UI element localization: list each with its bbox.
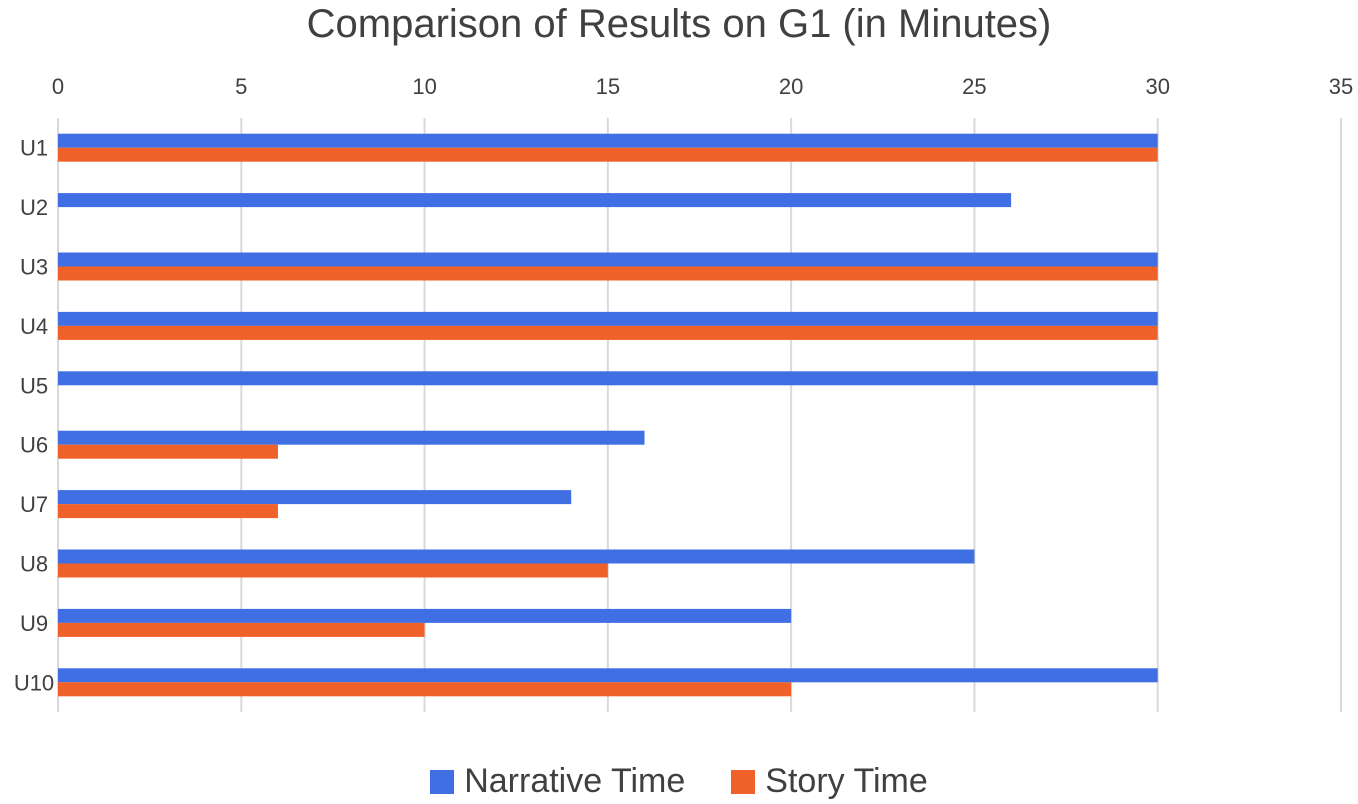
x-tick-label-20: 20 [779,74,803,99]
bar-narrative-time-u4 [58,311,1158,326]
bar-narrative-time-u2 [58,193,1012,208]
category-label-u2: U2 [20,195,48,220]
category-label-u4: U4 [20,314,48,339]
category-label-u10: U10 [14,670,54,695]
x-tick-label-10: 10 [412,74,436,99]
bar-narrative-time-u1 [58,133,1158,148]
legend-swatch-story-time [731,769,756,794]
bar-narrative-time-u6 [58,430,645,445]
legend-item-story-time: Story Time [731,762,928,801]
category-label-u9: U9 [20,611,48,636]
bar-narrative-time-u10 [58,668,1158,683]
y-axis-categories: U1 U2 U3 U4 U5 U6 U7 U8 U9 U10 [14,136,54,696]
category-label-u8: U8 [20,552,48,577]
bar-story-time-u9 [58,622,425,637]
bar-story-time-u7 [58,504,278,519]
category-label-u7: U7 [20,492,48,517]
legend-label-story-time: Story Time [765,762,928,800]
x-tick-label-5: 5 [235,74,247,99]
legend-label-narrative-time: Narrative Time [464,762,686,800]
x-tick-label-25: 25 [962,74,986,99]
chart-title: Comparison of Results on G1 (in Minutes) [306,2,1052,46]
legend: Narrative Time Story Time [0,762,1358,801]
bar-narrative-time-u7 [58,490,572,505]
bar-story-time-u8 [58,563,608,578]
category-label-u3: U3 [20,255,48,280]
bar-story-time-u10 [58,682,792,697]
bars [58,133,1158,697]
legend-swatch-narrative-time [430,769,455,794]
gridlines [57,118,1342,712]
bar-story-time-u3 [58,266,1158,281]
bar-narrative-time-u3 [58,252,1158,267]
bar-narrative-time-u8 [58,549,975,564]
bar-story-time-u1 [58,147,1158,162]
bar-story-time-u4 [58,325,1158,340]
bar-narrative-time-u9 [58,608,792,623]
x-axis-ticks: 0 5 10 15 20 25 30 35 [52,74,1353,99]
bar-narrative-time-u5 [58,371,1158,386]
category-label-u1: U1 [20,136,48,161]
x-tick-label-15: 15 [596,74,620,99]
legend-item-narrative-time: Narrative Time [430,762,685,801]
category-label-u6: U6 [20,433,48,458]
bar-story-time-u6 [58,444,278,459]
x-tick-label-30: 30 [1145,74,1169,99]
category-label-u5: U5 [20,373,48,398]
x-tick-label-35: 35 [1329,74,1353,99]
x-tick-label-0: 0 [52,74,64,99]
